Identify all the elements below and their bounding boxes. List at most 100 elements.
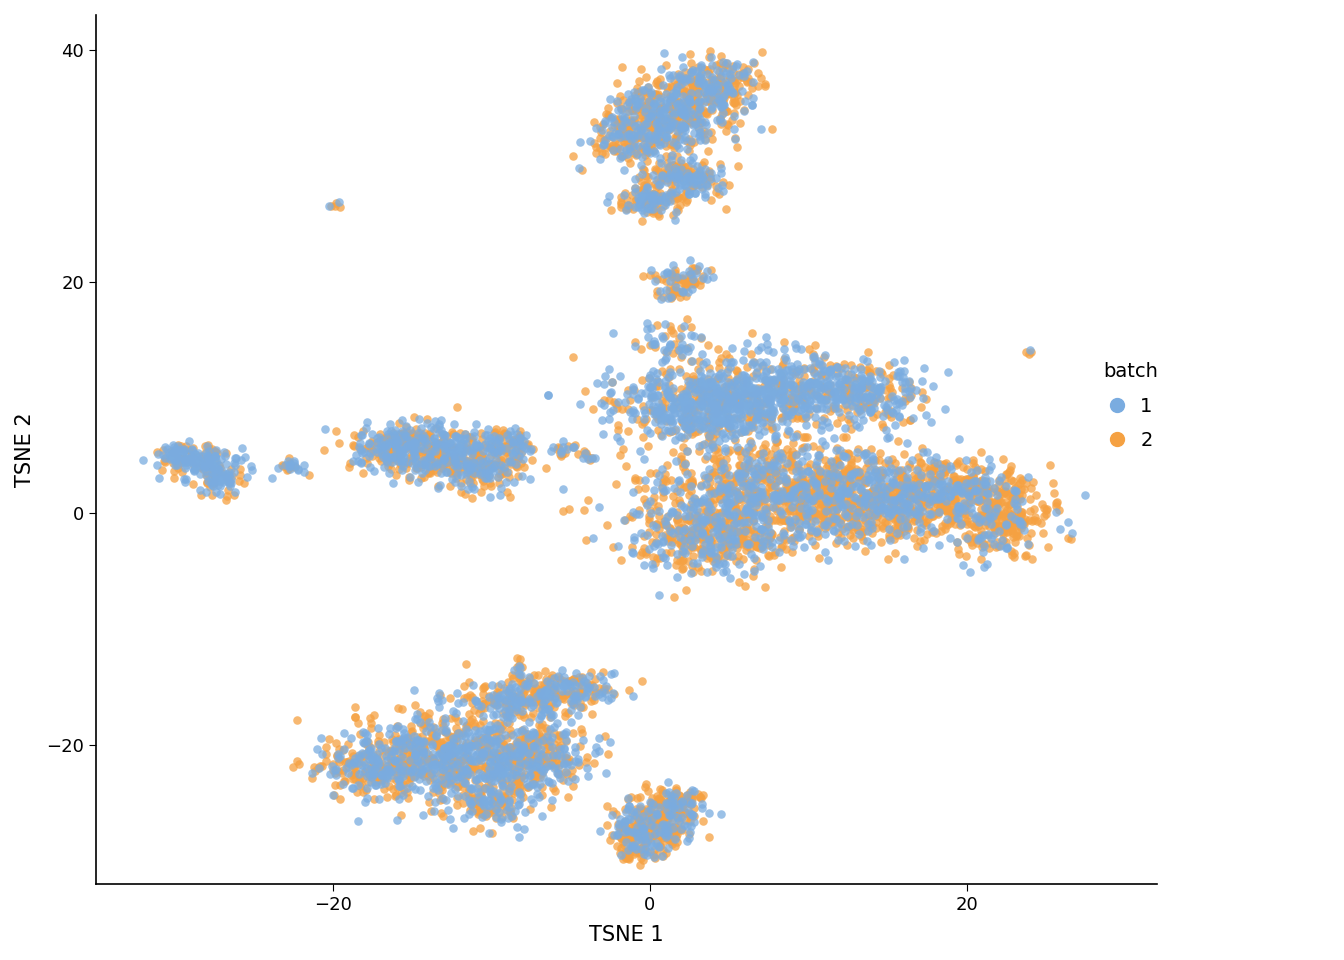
Point	[524, 740, 546, 756]
Point	[708, 90, 730, 106]
Point	[788, 480, 809, 495]
Point	[660, 119, 681, 134]
Point	[1003, 549, 1024, 564]
Point	[942, 498, 964, 514]
Point	[681, 273, 703, 288]
Point	[691, 541, 712, 557]
Point	[352, 754, 374, 769]
Point	[788, 487, 809, 502]
Point	[765, 464, 786, 479]
Point	[907, 449, 929, 465]
Point	[532, 747, 554, 762]
Point	[806, 401, 828, 417]
Point	[224, 457, 246, 472]
Point	[202, 442, 223, 457]
Point	[802, 348, 824, 364]
Point	[688, 167, 710, 182]
Point	[950, 517, 972, 533]
Point	[468, 798, 489, 813]
Point	[742, 507, 763, 522]
Point	[683, 260, 704, 276]
Point	[708, 92, 730, 108]
Point	[827, 416, 848, 431]
Point	[507, 782, 528, 798]
Point	[946, 455, 968, 470]
Point	[950, 482, 972, 497]
Point	[720, 73, 742, 88]
Point	[457, 766, 478, 781]
Point	[848, 464, 870, 479]
Point	[165, 456, 187, 471]
Point	[505, 702, 527, 717]
Point	[988, 476, 1009, 492]
Point	[825, 536, 847, 551]
Point	[618, 140, 640, 156]
Y-axis label: TSNE 2: TSNE 2	[15, 412, 35, 487]
Point	[833, 381, 855, 396]
Point	[409, 440, 430, 455]
Point	[387, 719, 409, 734]
Point	[735, 536, 757, 551]
Point	[680, 84, 702, 100]
Point	[879, 498, 900, 514]
Point	[569, 699, 590, 714]
Point	[423, 761, 445, 777]
Point	[680, 788, 702, 804]
Point	[853, 491, 875, 506]
Point	[661, 182, 683, 198]
Point	[702, 86, 723, 102]
Point	[773, 392, 794, 407]
Point	[594, 113, 616, 129]
Point	[751, 469, 773, 485]
Point	[677, 372, 699, 388]
Point	[943, 487, 965, 502]
Point	[718, 392, 739, 407]
Point	[755, 392, 777, 407]
Point	[165, 454, 187, 469]
Point	[575, 445, 597, 461]
Point	[817, 467, 839, 482]
Point	[1005, 516, 1027, 531]
Point	[390, 446, 411, 462]
Point	[656, 558, 677, 573]
Point	[396, 424, 418, 440]
Point	[699, 538, 720, 553]
Point	[679, 131, 700, 146]
Point	[478, 772, 500, 787]
Point	[828, 488, 849, 503]
Point	[715, 405, 737, 420]
Point	[775, 533, 797, 548]
Point	[179, 433, 200, 448]
Point	[473, 680, 495, 695]
Point	[461, 469, 482, 485]
Point	[761, 391, 782, 406]
Point	[476, 758, 497, 774]
Point	[489, 687, 511, 703]
Point	[746, 490, 767, 505]
Point	[914, 479, 935, 494]
Point	[511, 704, 532, 719]
Point	[677, 173, 699, 188]
Point	[864, 508, 886, 523]
Point	[681, 281, 703, 297]
Point	[552, 481, 574, 496]
Point	[921, 492, 942, 508]
Point	[203, 474, 224, 490]
Point	[726, 484, 747, 499]
Point	[706, 83, 727, 98]
Point	[855, 445, 876, 461]
Point	[652, 848, 673, 863]
Point	[742, 535, 763, 550]
Point	[175, 458, 196, 473]
Point	[849, 380, 871, 396]
Point	[934, 502, 956, 517]
Point	[786, 363, 808, 378]
Point	[375, 448, 396, 464]
Point	[895, 511, 917, 526]
Point	[573, 450, 594, 466]
Point	[456, 456, 477, 471]
Point	[726, 396, 747, 412]
Point	[805, 459, 827, 474]
Point	[1016, 531, 1038, 546]
Point	[687, 86, 708, 102]
